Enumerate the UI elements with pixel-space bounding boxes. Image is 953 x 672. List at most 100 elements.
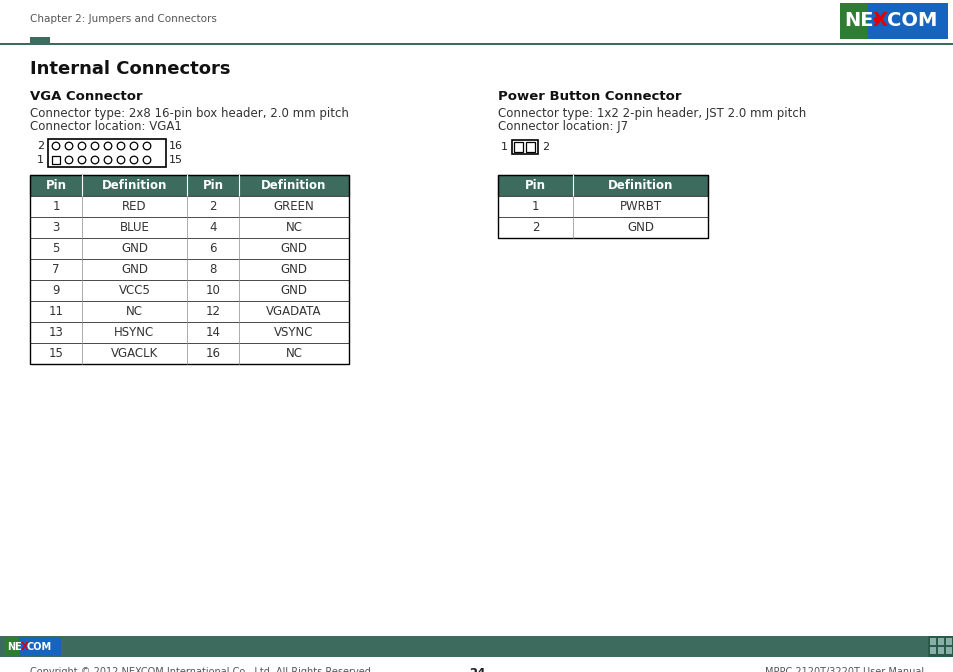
Text: Connector location: VGA1: Connector location: VGA1 [30, 120, 182, 133]
Bar [30, 196, 349, 217]
Bar [867, 3, 947, 39]
Bar [30, 280, 349, 301]
Text: GREEN: GREEN [274, 200, 314, 213]
Text: RED: RED [122, 200, 147, 213]
Circle shape [65, 142, 72, 150]
Text: Internal Connectors: Internal Connectors [30, 60, 231, 78]
Text: 8: 8 [209, 263, 216, 276]
Bar [497, 217, 707, 238]
Bar [30, 343, 349, 364]
Text: VGADATA: VGADATA [266, 305, 321, 318]
Text: Connector type: 1x2 2-pin header, JST 2.0 mm pitch: Connector type: 1x2 2-pin header, JST 2.… [497, 107, 805, 120]
Text: 16: 16 [169, 141, 183, 151]
Circle shape [143, 156, 151, 164]
Bar [30, 175, 349, 196]
Bar [512, 140, 537, 154]
Bar [497, 217, 707, 238]
Bar [30, 37, 50, 45]
Bar [30, 343, 349, 364]
Bar [514, 142, 522, 152]
Text: 12: 12 [205, 305, 220, 318]
Text: Definition: Definition [607, 179, 673, 192]
Circle shape [143, 142, 151, 150]
Text: Connector location: J7: Connector location: J7 [497, 120, 627, 133]
Bar [937, 638, 943, 645]
Circle shape [65, 156, 72, 164]
Text: 2: 2 [209, 200, 216, 213]
Text: GND: GND [280, 284, 307, 297]
Text: 1: 1 [500, 142, 507, 152]
Bar [840, 3, 867, 39]
Text: COM: COM [886, 11, 937, 30]
Circle shape [130, 142, 137, 150]
Text: 16: 16 [205, 347, 220, 360]
Text: 5: 5 [52, 242, 60, 255]
Bar [30, 238, 349, 259]
Text: GND: GND [626, 221, 654, 234]
Circle shape [117, 142, 125, 150]
Bar [30, 322, 349, 343]
Circle shape [91, 156, 99, 164]
Bar [497, 196, 707, 217]
Bar [30, 259, 349, 280]
Text: NC: NC [285, 347, 302, 360]
Bar [929, 647, 935, 654]
Circle shape [78, 142, 86, 150]
Text: 10: 10 [205, 284, 220, 297]
Circle shape [130, 156, 137, 164]
Bar [927, 636, 953, 657]
Bar [30, 301, 349, 322]
Text: Definition: Definition [102, 179, 167, 192]
Text: 7: 7 [52, 263, 60, 276]
Text: NE: NE [7, 642, 22, 651]
Text: 24: 24 [468, 667, 485, 672]
Circle shape [104, 142, 112, 150]
Text: X: X [872, 11, 887, 30]
Bar [30, 280, 349, 301]
Text: 6: 6 [209, 242, 216, 255]
Circle shape [117, 156, 125, 164]
Circle shape [52, 142, 60, 150]
Text: 1: 1 [37, 155, 44, 165]
Bar [937, 647, 943, 654]
Text: VGACLK: VGACLK [111, 347, 158, 360]
Circle shape [104, 156, 112, 164]
Text: HSYNC: HSYNC [114, 326, 154, 339]
Text: 15: 15 [49, 347, 63, 360]
Text: Pin: Pin [202, 179, 223, 192]
Text: X: X [21, 642, 29, 651]
Bar [30, 238, 349, 259]
Text: 14: 14 [205, 326, 220, 339]
Text: VCC5: VCC5 [118, 284, 151, 297]
Bar [30, 217, 349, 238]
Text: VGA Connector: VGA Connector [30, 90, 143, 103]
Bar [30, 196, 349, 217]
Bar [497, 175, 707, 196]
Bar [497, 196, 707, 217]
Text: VSYNC: VSYNC [274, 326, 314, 339]
Text: MPPC 2120T/3220T User Manual: MPPC 2120T/3220T User Manual [764, 667, 923, 672]
Circle shape [78, 156, 86, 164]
Text: 2: 2 [531, 221, 538, 234]
Text: 2: 2 [541, 142, 549, 152]
Bar [30, 175, 349, 196]
Text: COM: COM [27, 642, 52, 651]
Bar [30, 217, 349, 238]
Text: GND: GND [121, 263, 148, 276]
Text: 2: 2 [37, 141, 44, 151]
Text: Power Button Connector: Power Button Connector [497, 90, 680, 103]
Bar [30, 175, 349, 364]
Text: GND: GND [280, 242, 307, 255]
Bar [945, 647, 951, 654]
Text: 11: 11 [49, 305, 64, 318]
Text: Pin: Pin [524, 179, 545, 192]
Bar [19, 637, 61, 656]
Text: 1: 1 [531, 200, 538, 213]
Bar [30, 301, 349, 322]
Text: Connector type: 2x8 16-pin box header, 2.0 mm pitch: Connector type: 2x8 16-pin box header, 2… [30, 107, 349, 120]
Bar [497, 175, 707, 196]
Bar [5, 637, 19, 656]
Text: PWRBT: PWRBT [618, 200, 660, 213]
Circle shape [91, 142, 99, 150]
Bar [52, 156, 60, 164]
